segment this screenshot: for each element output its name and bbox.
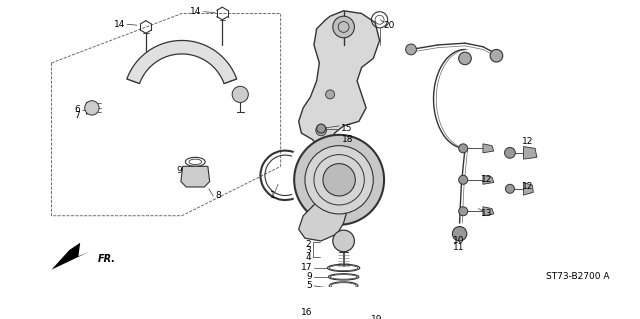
Text: 14: 14 (190, 7, 202, 16)
Text: 18: 18 (342, 135, 354, 144)
Circle shape (326, 90, 335, 99)
Polygon shape (299, 11, 380, 205)
Circle shape (323, 164, 355, 196)
Text: ST73-B2700 A: ST73-B2700 A (546, 272, 609, 281)
Text: 16: 16 (301, 308, 312, 317)
Polygon shape (483, 175, 493, 184)
Text: 12: 12 (522, 182, 534, 190)
Circle shape (232, 86, 248, 102)
Text: 2: 2 (306, 240, 311, 249)
Text: 9: 9 (176, 166, 182, 175)
Polygon shape (333, 308, 355, 318)
Polygon shape (127, 41, 237, 84)
Text: 15: 15 (340, 124, 352, 133)
Text: 9: 9 (307, 272, 312, 281)
Circle shape (333, 16, 355, 38)
Polygon shape (51, 243, 89, 270)
Text: 19: 19 (371, 315, 383, 319)
Text: 10: 10 (453, 236, 465, 245)
Circle shape (333, 230, 355, 252)
Text: 20: 20 (384, 21, 395, 30)
Circle shape (452, 226, 467, 241)
Polygon shape (181, 166, 210, 187)
Text: 5: 5 (307, 281, 312, 290)
Circle shape (406, 44, 417, 55)
Text: 17: 17 (301, 263, 312, 272)
Circle shape (459, 175, 468, 184)
Polygon shape (524, 182, 533, 195)
Text: 7: 7 (74, 111, 80, 121)
Text: FR.: FR. (98, 254, 116, 264)
Text: 13: 13 (481, 210, 492, 219)
Circle shape (84, 101, 99, 115)
Text: 12: 12 (522, 137, 534, 146)
Polygon shape (483, 144, 493, 153)
Circle shape (316, 125, 326, 136)
Polygon shape (299, 193, 348, 241)
Text: 4: 4 (306, 253, 311, 262)
Text: 3: 3 (305, 246, 311, 255)
Circle shape (506, 184, 515, 193)
Text: 6: 6 (74, 105, 80, 114)
Text: 14: 14 (114, 20, 125, 29)
Circle shape (459, 144, 468, 153)
Circle shape (504, 147, 515, 158)
Text: 11: 11 (453, 243, 465, 252)
Polygon shape (483, 207, 493, 216)
Circle shape (294, 135, 384, 225)
Text: 8: 8 (215, 191, 221, 200)
Circle shape (459, 207, 468, 216)
Text: 1: 1 (269, 191, 275, 200)
Circle shape (317, 124, 326, 133)
Circle shape (490, 49, 503, 62)
Polygon shape (524, 146, 537, 159)
Text: 12: 12 (481, 175, 492, 184)
Circle shape (459, 52, 471, 65)
Circle shape (305, 146, 373, 214)
